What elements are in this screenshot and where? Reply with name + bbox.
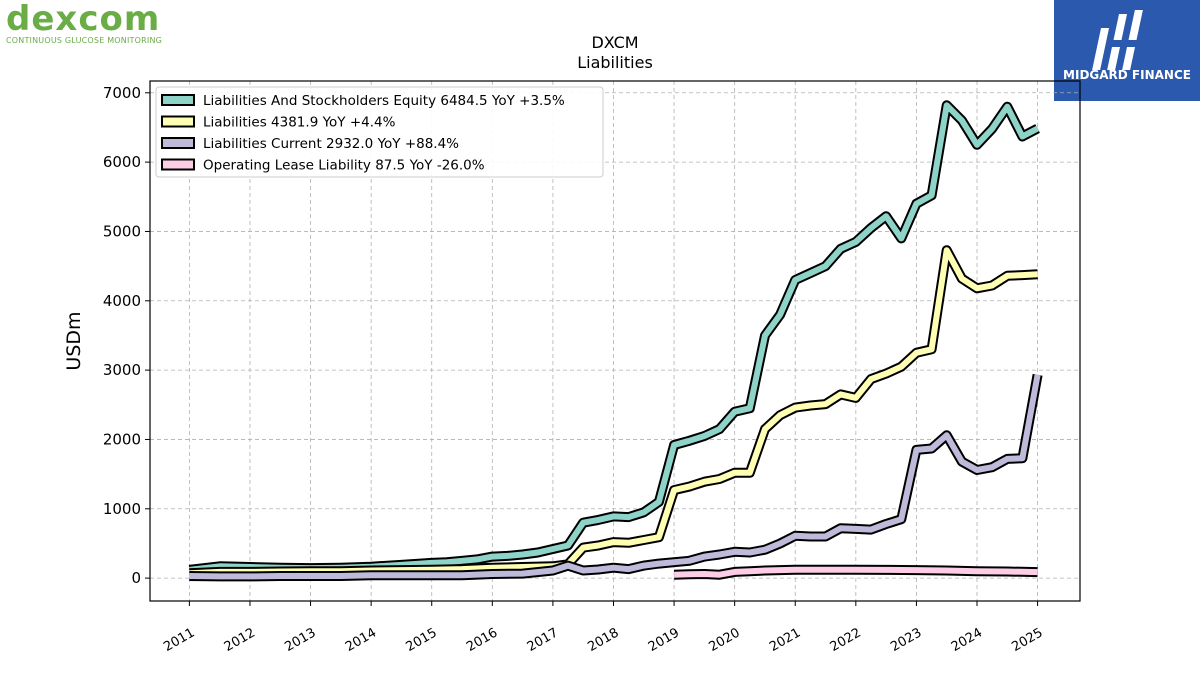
x-axis-ticks: 2011 2012 2013 2014 2015 2016 2017 2018 2019 2020… — [161, 601, 1046, 655]
legend-entry-2: Liabilities Current 2932.0 YoY +88.4% — [203, 136, 459, 152]
x-tick-label: 2016 — [464, 625, 500, 655]
chart-title: DXCM — [591, 33, 638, 52]
legend-entry-0: Liabilities And Stockholders Equity 6484… — [203, 93, 565, 109]
x-tick-label: 2013 — [282, 625, 318, 655]
x-tick-label: 2022 — [828, 625, 864, 655]
x-tick-label: 2015 — [404, 625, 440, 655]
x-tick-label: 2023 — [888, 625, 924, 655]
legend-entry-3: Operating Lease Liability 87.5 YoY -26.0… — [203, 158, 485, 174]
y-tick-label: 4000 — [103, 292, 141, 310]
y-tick-label: 0 — [131, 569, 141, 587]
y-tick-label: 3000 — [103, 361, 141, 379]
midgard-logo-mark-icon — [1092, 10, 1150, 70]
y-axis-label: USDm — [63, 311, 85, 370]
plot-frame — [149, 80, 1081, 602]
legend-swatch-2 — [161, 137, 195, 149]
legend-swatch-3 — [161, 158, 195, 171]
series-line-2 — [189, 374, 1041, 580]
dexcom-logo-tagline: CONTINUOUS GLUCOSE MONITORING — [6, 36, 163, 45]
x-tick-label: 2017 — [525, 625, 561, 655]
legend-entry-1: Liabilities 4381.9 YoY +4.4% — [203, 115, 396, 131]
series-line-3 — [674, 566, 1038, 578]
y-tick-label: 2000 — [103, 430, 141, 448]
legend-frame — [155, 86, 604, 178]
legend-swatch-0 — [161, 94, 195, 106]
series-line-0 — [189, 102, 1039, 573]
x-tick-label: 2014 — [343, 625, 379, 655]
x-tick-label: 2019 — [646, 625, 682, 655]
dexcom-logo-wordmark: dexcom — [6, 0, 161, 39]
y-tick-label: 7000 — [103, 84, 141, 102]
x-tick-label: 2020 — [706, 625, 742, 655]
x-tick-label: 2025 — [1009, 625, 1045, 655]
y-tick-label: 6000 — [103, 153, 141, 171]
series-line-1 — [189, 247, 1038, 577]
midgard-finance-logo: MIDGARD FINANCE — [1054, 0, 1200, 101]
chart-subtitle: Liabilities — [577, 53, 653, 72]
y-axis-ticks: 0 1000 2000 3000 4000 5000 6000 7000 — [103, 84, 150, 587]
x-tick-label: 2018 — [585, 625, 621, 655]
dexcom-logo: dexcom CONTINUOUS GLUCOSE MONITORING — [6, 2, 162, 45]
x-tick-label: 2011 — [161, 625, 197, 655]
legend-swatch-1 — [161, 115, 195, 128]
x-tick-label: 2012 — [222, 625, 258, 655]
y-tick-label: 5000 — [103, 222, 141, 240]
chart-legend: Liabilities And Stockholders Equity 6484… — [155, 86, 604, 178]
x-tick-label: 2024 — [949, 625, 985, 655]
y-tick-label: 1000 — [103, 500, 141, 518]
midgard-logo-text: MIDGARD FINANCE — [1063, 68, 1191, 82]
chart-series — [188, 100, 1043, 582]
x-tick-label: 2021 — [767, 625, 803, 655]
